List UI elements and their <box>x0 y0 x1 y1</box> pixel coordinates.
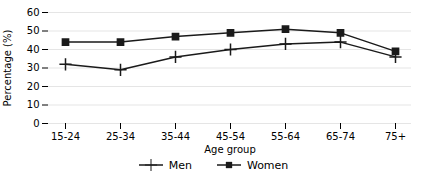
svg-text:40: 40 <box>27 44 40 55</box>
svg-text:10: 10 <box>27 99 40 110</box>
svg-text:55-64: 55-64 <box>271 131 300 142</box>
svg-text:Age group: Age group <box>204 144 256 155</box>
svg-text:75+: 75+ <box>385 131 406 142</box>
svg-text:25-34: 25-34 <box>106 131 135 142</box>
svg-text:45-54: 45-54 <box>216 131 245 142</box>
svg-text:60: 60 <box>27 7 40 18</box>
html-text:Men: Men <box>168 158 192 172</box>
svg-text:50: 50 <box>27 25 40 36</box>
svg-text:0: 0 <box>33 118 39 129</box>
html-text:Women: Women <box>246 158 289 172</box>
svg-text:35-44: 35-44 <box>161 131 190 142</box>
svg-text:Percentage (%): Percentage (%) <box>2 30 13 107</box>
svg-text:15-24: 15-24 <box>51 131 80 142</box>
svg-text:65-74: 65-74 <box>326 131 355 142</box>
svg-text:30: 30 <box>27 62 40 73</box>
svg-text:20: 20 <box>27 81 40 92</box>
